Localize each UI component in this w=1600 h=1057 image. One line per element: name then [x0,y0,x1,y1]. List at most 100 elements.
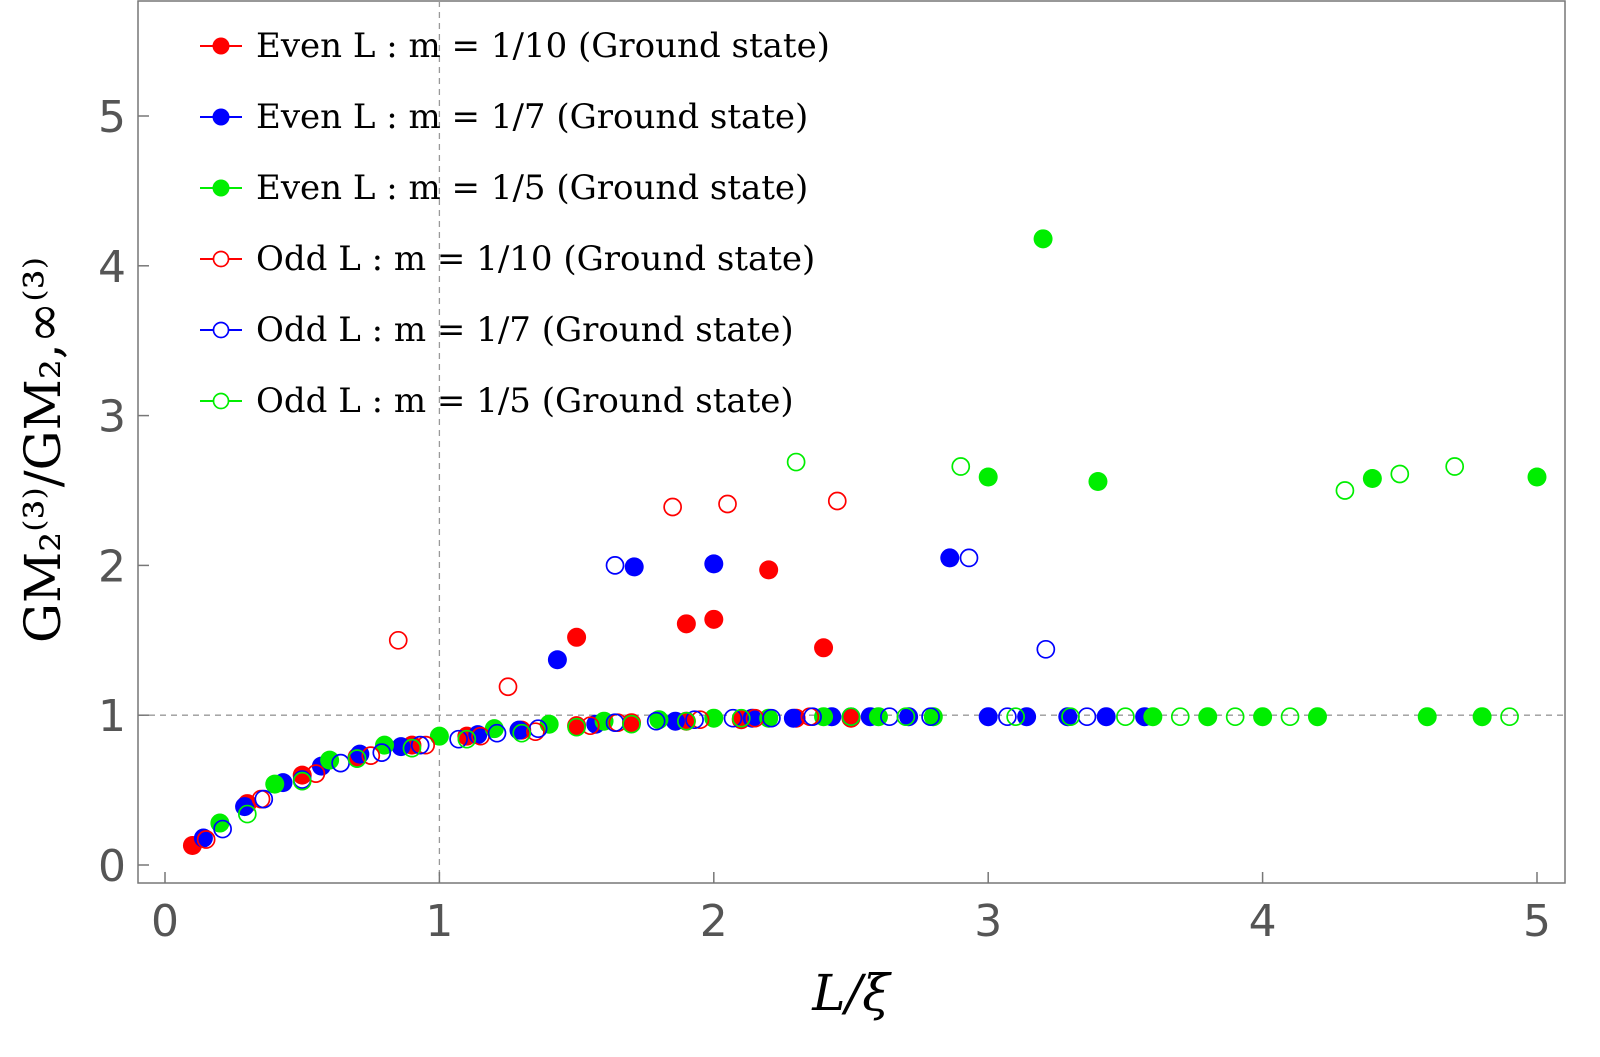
data-point-series-6 [896,707,916,727]
reference-lines [138,1,1565,883]
data-point-series-5 [605,556,625,575]
data-point-series-3 [1362,469,1382,489]
x-tick-label: 2 [700,896,728,947]
data-point-series-6 [786,452,806,472]
data-point-series-3 [704,708,724,728]
x-tick-label: 1 [425,896,453,947]
data-point-series-2 [940,548,960,568]
data-point-series-3 [1088,472,1108,492]
data-point-series-4 [827,491,847,511]
data-point-series-1 [704,609,724,629]
y-tick-label: 0 [98,841,126,892]
data-point-series-5 [646,711,666,731]
data-point-series-3 [265,774,285,794]
data-point-series-6 [1335,481,1355,500]
data-point-series-6 [457,729,477,749]
legend-label: Odd L : m = 1/10 (Ground state) [256,239,815,279]
data-point-series-6 [731,708,751,728]
y-tick-label: 1 [98,691,126,742]
data-point-series-1 [567,627,587,647]
data-point-series-6 [1390,464,1410,484]
data-point-series-6 [347,749,367,768]
x-axis-title: L/ξ [811,964,892,1022]
data-point-series-6 [1500,707,1519,727]
data-point-series-6 [567,717,586,737]
data-point-series-2 [547,650,567,670]
data-point-series-2 [783,708,803,728]
data-point-series-3 [484,719,504,739]
data-point-series-3 [429,726,449,746]
data-point-series-6 [402,738,422,758]
data-point-series-2 [509,720,529,740]
y-axis-title: GM₂⁽³⁾/GM₂,∞⁽³⁾ [14,257,72,643]
data-point-series-1 [292,765,312,785]
data-points [182,229,1547,856]
y-tick-label: 5 [98,92,126,143]
legend-marker [212,108,230,126]
data-point-series-6 [1170,707,1190,727]
legend-label: Even L : m = 1/5 (Ground state) [256,168,808,208]
data-point-series-5 [449,729,468,749]
data-point-series-3 [1472,707,1492,727]
data-point-series-2 [1096,707,1116,727]
y-tick-label: 4 [98,242,126,293]
data-point-series-4 [580,716,600,736]
legend-label: Even L : m = 1/10 (Ground state) [256,26,830,66]
legend-marker [212,321,230,339]
data-point-series-5 [213,819,232,839]
data-point-series-6 [292,771,312,791]
data-point-series-3 [1198,707,1218,727]
data-point-series-6 [622,714,641,734]
x-tick-label: 4 [1249,896,1277,947]
data-point-series-6 [512,723,532,743]
legend-marker [212,392,230,410]
data-point-series-3 [539,714,559,734]
data-point-series-6 [1225,707,1245,727]
data-point-series-6 [677,711,696,731]
data-point-series-4 [196,830,216,849]
legend-label: Odd L : m = 1/7 (Ground state) [256,310,794,350]
x-tick-label: 3 [974,896,1002,947]
data-point-series-4 [690,710,710,730]
data-point-series-5 [1036,639,1056,659]
data-point-series-5 [487,723,507,743]
legend-marker [212,37,230,55]
data-point-series-4 [388,630,408,650]
data-point-series-4 [663,497,682,517]
legend: Even L : m = 1/10 (Ground state) Even L :… [200,26,830,421]
plot-frame [137,0,1566,884]
data-point-series-3 [978,467,998,487]
data-point-series-4 [416,735,436,755]
data-point-series-4 [498,677,518,697]
data-point-series-5 [1077,707,1097,727]
data-point-series-2 [624,557,644,577]
data-point-series-3 [1307,707,1327,727]
data-point-series-5 [685,710,704,730]
data-point-series-3 [320,750,340,770]
data-point-series-6 [1116,707,1135,727]
data-point-series-5 [410,735,430,755]
data-point-series-6 [1445,457,1465,476]
x-tick-label: 5 [1523,896,1551,947]
data-point-series-5 [959,548,979,568]
data-point-series-3 [1143,707,1163,727]
legend-label: Odd L : m = 1/5 (Ground state) [256,381,794,421]
data-point-series-6 [1280,707,1300,727]
data-point-series-5 [998,707,1017,727]
data-point-series-4 [526,722,545,742]
data-point-series-5 [803,707,822,727]
data-point-series-5 [762,708,781,728]
y-tick-label: 3 [98,392,126,443]
data-point-series-3 [1253,707,1273,727]
data-point-series-3 [1033,229,1053,249]
data-point-series-6 [841,707,861,727]
data-point-series-3 [1527,467,1547,487]
y-tick-label: 2 [98,541,126,592]
data-point-series-6 [237,804,257,824]
data-point-series-1 [759,560,779,580]
data-point-series-5 [372,743,392,763]
data-point-series-3 [210,813,230,833]
data-point-series-1 [676,614,696,634]
data-point-series-4 [718,494,737,514]
